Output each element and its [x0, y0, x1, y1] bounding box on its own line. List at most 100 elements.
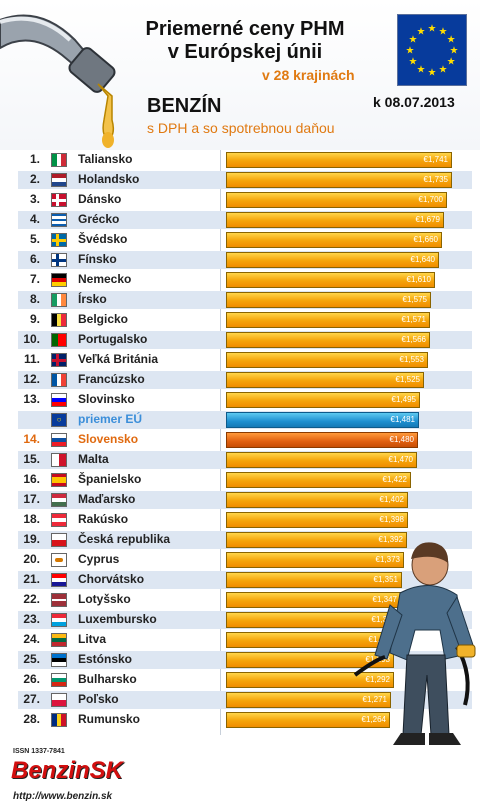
chart-row: 20. Cyprus €1,373: [0, 550, 480, 570]
flag-hu-icon: [51, 493, 67, 507]
eu-star-icon: ★: [439, 65, 448, 76]
country-label: Litva: [78, 632, 107, 646]
country-label: Dánsko: [78, 192, 122, 206]
price-value-label: €1,660: [413, 235, 438, 244]
rank-label: 8.: [29, 292, 40, 306]
flag-ee-icon: [51, 653, 67, 667]
rank-label: 10.: [23, 332, 40, 346]
price-value-label: €1,610: [406, 275, 431, 284]
fuel-type: BENZÍN: [147, 95, 222, 117]
rank-label: 28.: [23, 712, 40, 726]
flag-ro-icon: [51, 713, 67, 727]
chart-row: 17. Maďarsko €1,402: [0, 490, 480, 510]
price-bar: [226, 312, 430, 328]
price-bar: [226, 492, 408, 508]
flag-nl-icon: [51, 173, 67, 187]
website-link[interactable]: http://www.benzin.sk: [13, 791, 113, 802]
country-label: Česká republika: [78, 532, 171, 546]
country-label: Chorvátsko: [78, 572, 145, 586]
price-bar: [226, 712, 390, 728]
flag-pt-icon: [51, 333, 67, 347]
price-bar: [226, 532, 407, 548]
price-value-label: €1,402: [379, 495, 404, 504]
rank-label: 6.: [29, 252, 40, 266]
eu-flag-icon: ★ ★★★★★★★★★★★: [397, 14, 467, 86]
price-value-label: €1,525: [395, 375, 420, 384]
chart-row: 13. Slovinsko €1,495: [0, 390, 480, 410]
flag-cy-icon: [51, 553, 67, 567]
rank-label: 25.: [23, 652, 40, 666]
price-value-label: €1,553: [399, 355, 424, 364]
price-bar: [226, 172, 452, 188]
price-value-label: €1,640: [410, 255, 435, 264]
flag-cz-icon: [51, 533, 67, 547]
fuel-nozzle-icon: [0, 14, 116, 148]
chart-row: ○ priemer EÚ €1,481: [0, 410, 480, 430]
price-value-label: €1,271: [362, 695, 387, 704]
chart-row: 1. Taliansko €1,741: [0, 150, 480, 170]
chart-row: 4. Grécko €1,679: [0, 210, 480, 230]
price-bar: [226, 572, 402, 588]
flag-lv-icon: [51, 593, 67, 607]
country-label: Rakúsko: [78, 512, 129, 526]
flag-fi-icon: [51, 253, 67, 267]
price-value-label: €1,341: [371, 615, 396, 624]
flag-si-icon: [51, 393, 67, 407]
chart-row: 10. Portugalsko €1,566: [0, 330, 480, 350]
eu-star-icon: ★: [406, 46, 415, 57]
price-value-label: €1,470: [388, 455, 413, 464]
country-label: Rumunsko: [78, 712, 141, 726]
eu-star-icon: ★: [408, 35, 417, 46]
footer: ISSN 1337-7841 BenzinSK http://www.benzi…: [0, 742, 480, 810]
country-label: Maďarsko: [78, 492, 136, 506]
price-value-label: €1,495: [391, 395, 416, 404]
country-label: Bulharsko: [78, 672, 137, 686]
country-label: Grécko: [78, 212, 120, 226]
flag-be-icon: [51, 313, 67, 327]
price-bar: [226, 392, 420, 408]
price-bar: [226, 192, 447, 208]
rank-label: 24.: [23, 632, 40, 646]
price-bar: [226, 212, 444, 228]
country-label: Poľsko: [78, 692, 119, 706]
eu-star-icon: ★: [408, 57, 417, 68]
rank-label: 17.: [23, 492, 40, 506]
country-label: Malta: [78, 452, 109, 466]
price-value-label: €1,351: [373, 575, 398, 584]
eu-star-icon: ★: [447, 57, 456, 68]
flag-mt-icon: [51, 453, 67, 467]
price-value-label: €1,347: [372, 595, 397, 604]
rank-label: 1.: [29, 152, 40, 166]
chart-row: 22. Lotyšsko €1,347: [0, 590, 480, 610]
country-label: Portugalsko: [78, 332, 148, 346]
chart-row: 15. Malta €1,470: [0, 450, 480, 470]
price-value-label: €1,422: [382, 475, 407, 484]
flag-lt-icon: [51, 633, 67, 647]
country-label: Taliansko: [78, 152, 133, 166]
country-label: Francúzsko: [78, 372, 145, 386]
rank-label: 26.: [23, 672, 40, 686]
chart-row: 14. Slovensko €1,480: [0, 430, 480, 450]
issn: ISSN 1337-7841: [13, 748, 65, 755]
price-value-label: €1,679: [415, 215, 440, 224]
rank-label: 16.: [23, 472, 40, 486]
price-value-label: €1,373: [375, 555, 400, 564]
divider: [220, 150, 221, 735]
rank-label: 13.: [23, 392, 40, 406]
rank-label: 18.: [23, 512, 40, 526]
rank-label: 11.: [23, 352, 40, 366]
country-label: Nemecko: [78, 272, 132, 286]
eu-star-icon: ★: [439, 26, 448, 37]
rank-label: 9.: [29, 312, 40, 326]
country-label: Slovinsko: [78, 392, 135, 406]
chart-row: 2. Holandsko €1,735: [0, 170, 480, 190]
rank-label: 23.: [23, 612, 40, 626]
price-value-label: €1,575: [402, 295, 427, 304]
rank-label: 7.: [29, 272, 40, 286]
rank-label: 3.: [29, 192, 40, 206]
flag-bg-icon: [51, 673, 67, 687]
rank-label: 21.: [23, 572, 40, 586]
country-label: Cyprus: [78, 552, 120, 566]
flag-it-icon: [51, 153, 67, 167]
rank-label: 14.: [23, 432, 40, 446]
